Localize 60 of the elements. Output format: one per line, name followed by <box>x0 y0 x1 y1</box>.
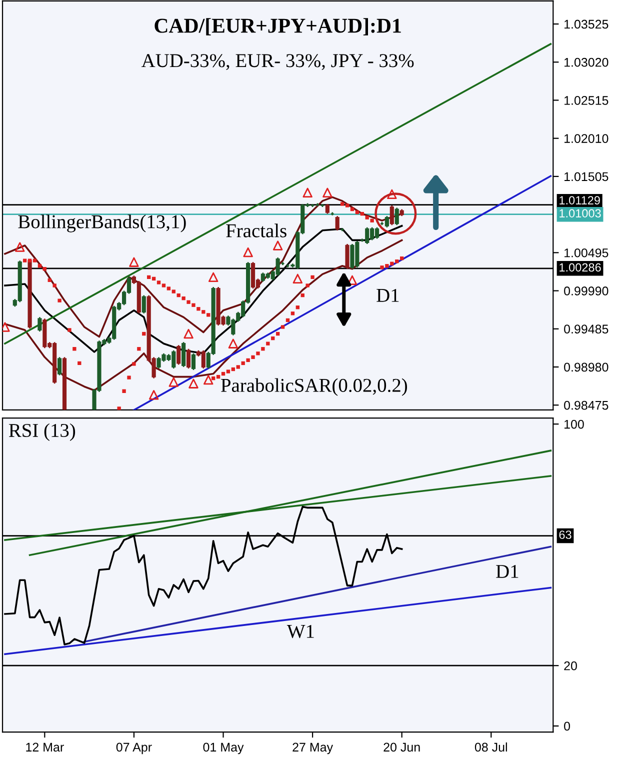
point <box>184 328 194 339</box>
candlestick <box>58 356 62 376</box>
y-tick-label: 1.03525 <box>564 20 608 29</box>
point <box>168 377 179 387</box>
point <box>129 257 139 267</box>
point <box>208 272 218 282</box>
x-tick-label: 07 Apr <box>116 742 152 754</box>
annotation: BollingerBands(13,1) <box>18 214 186 232</box>
text: AUD-33%, EUR- 33%, JPY - 33% <box>141 54 414 70</box>
x-tick-label: 12 Mar <box>26 742 64 752</box>
ref-line-label: 1.00286 <box>560 263 601 272</box>
point <box>228 338 238 348</box>
point <box>302 188 312 198</box>
y-tick-label: 0 <box>564 722 570 731</box>
annotation: D1 <box>496 564 518 578</box>
y-tick-label: 0.99485 <box>564 324 608 334</box>
point <box>204 374 214 385</box>
y-tick-label: 1.03020 <box>564 58 608 67</box>
y-tick-label: 0.98980 <box>564 362 608 372</box>
annotation: ParabolicSAR(0.02,0.2) <box>221 378 408 396</box>
candlestick <box>191 352 196 371</box>
ref-line-label: 1.01129 <box>560 196 600 204</box>
annotation: D1 <box>376 288 399 302</box>
x-tick-label: 20 Jun <box>384 742 420 752</box>
text: CAD/[EUR+JPY+AUD]:D1 <box>154 18 401 36</box>
candlestick <box>176 344 181 366</box>
y-tick-label: 1.00495 <box>564 248 608 258</box>
candlestick <box>390 204 394 226</box>
y-tick-label: 100 <box>564 420 584 429</box>
candlestick <box>38 316 42 332</box>
point <box>148 390 159 400</box>
annotation: RSI (13) <box>8 423 76 441</box>
y-tick-label: 0.99990 <box>564 286 608 296</box>
y-tick-label: 1.01505 <box>564 172 608 182</box>
y-tick-label: 20 <box>564 661 577 670</box>
candlestick <box>345 243 350 270</box>
point <box>243 247 253 258</box>
candlestick <box>142 294 146 314</box>
y-tick-label: 0.98475 <box>564 400 608 410</box>
x-tick-label: 27 May <box>292 742 334 754</box>
point <box>272 240 283 250</box>
x-tick-label: 08 Jul <box>474 742 507 752</box>
y-tick-label: 1.02010 <box>564 134 608 143</box>
y-tick-label: 1.02515 <box>564 96 608 105</box>
x-tick-label: 01 May <box>203 742 244 754</box>
ref-line-label: 63 <box>559 530 572 539</box>
point <box>322 188 332 198</box>
annotation: Fractals <box>226 224 286 238</box>
candlestick <box>186 348 191 370</box>
annotation: W1 <box>286 624 314 638</box>
candlestick <box>394 207 399 226</box>
point <box>387 189 397 200</box>
candlestick <box>182 341 186 368</box>
point <box>15 242 25 252</box>
point <box>188 378 198 388</box>
ref-line-label: 1.01003 <box>560 209 601 218</box>
candlestick <box>335 215 340 232</box>
candlestick <box>325 203 330 214</box>
candlestick <box>384 215 389 228</box>
point <box>292 274 303 284</box>
